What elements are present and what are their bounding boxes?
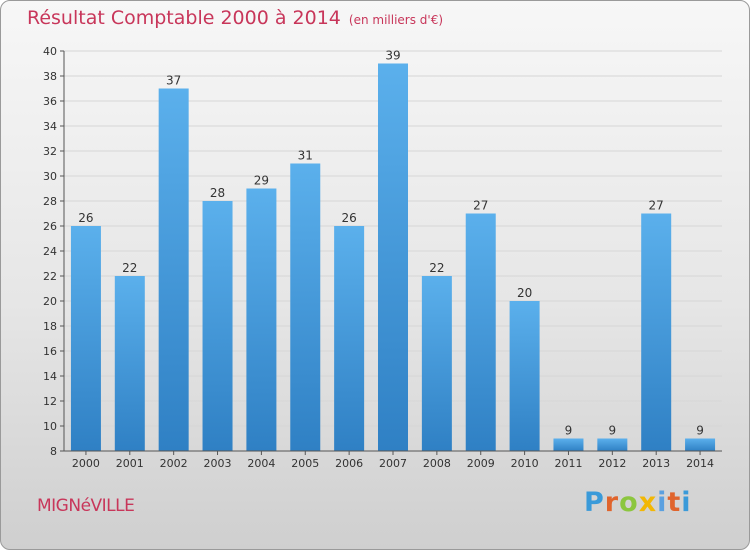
y-tick-label: 14 bbox=[43, 370, 57, 383]
commune-name: MIGNéVILLE bbox=[37, 496, 135, 516]
y-tick-label: 16 bbox=[43, 345, 57, 358]
x-tick-label: 2006 bbox=[335, 457, 363, 470]
bar-value-label: 39 bbox=[385, 49, 400, 63]
bar bbox=[685, 438, 716, 451]
x-tick-label: 2012 bbox=[598, 457, 626, 470]
chart-unit: (en milliers d'€) bbox=[348, 13, 444, 27]
x-tick-label: 2000 bbox=[72, 457, 100, 470]
proxiti-logo: Proxiti bbox=[584, 487, 692, 518]
x-tick-label: 2011 bbox=[554, 457, 582, 470]
bar bbox=[246, 188, 277, 451]
y-tick-label: 24 bbox=[43, 245, 57, 258]
bar bbox=[553, 438, 584, 451]
brand-letter: r bbox=[604, 487, 620, 518]
y-tick-label: 22 bbox=[43, 270, 57, 283]
brand-letter: i bbox=[681, 487, 692, 518]
brand-letter: x bbox=[638, 487, 658, 518]
bar-value-label: 20 bbox=[517, 286, 532, 300]
y-tick-label: 18 bbox=[43, 320, 57, 333]
bar-value-label: 27 bbox=[473, 199, 488, 213]
y-tick-label: 8 bbox=[50, 445, 57, 458]
bar-value-label: 22 bbox=[122, 261, 137, 275]
x-tick-label: 2010 bbox=[511, 457, 539, 470]
axes: 8 10 12 14 16 18 20 22 24 26 28 30 32 34 36 38 40 2000 200… bbox=[43, 45, 722, 470]
bar bbox=[334, 226, 365, 451]
y-tick-label: 36 bbox=[43, 95, 57, 108]
y-tick-label: 10 bbox=[43, 420, 57, 433]
brand-letter: P bbox=[584, 487, 605, 518]
chart-title: Résultat Comptable 2000 à 2014 bbox=[27, 7, 341, 29]
bars: 26 22 37 28 29 31 26 39 22 27 20 9 9 27 9 bbox=[70, 49, 716, 451]
bar bbox=[378, 63, 408, 451]
y-tick-label: 28 bbox=[43, 195, 57, 208]
x-tick-label: 2007 bbox=[379, 457, 407, 470]
bar-value-label: 31 bbox=[298, 149, 313, 163]
bar bbox=[641, 213, 672, 451]
bar bbox=[202, 201, 233, 451]
bar bbox=[70, 226, 101, 451]
brand-letter: i bbox=[657, 487, 668, 518]
bar-value-label: 26 bbox=[341, 211, 356, 225]
y-tick-label: 30 bbox=[43, 170, 57, 183]
y-tick-label: 26 bbox=[43, 220, 57, 233]
bar-value-label: 9 bbox=[696, 424, 704, 438]
y-tick-label: 34 bbox=[43, 120, 57, 133]
bar bbox=[290, 163, 321, 451]
brand-letter: o bbox=[619, 487, 639, 518]
bar bbox=[597, 438, 628, 451]
x-tick-label: 2002 bbox=[160, 457, 188, 470]
bar-value-label: 22 bbox=[429, 261, 444, 275]
bar-value-label: 9 bbox=[565, 424, 573, 438]
bar bbox=[114, 276, 145, 451]
y-tick-label: 40 bbox=[43, 45, 57, 58]
bar bbox=[465, 213, 496, 451]
x-tick-label: 2013 bbox=[642, 457, 670, 470]
x-tick-label: 2004 bbox=[247, 457, 275, 470]
bar-value-label: 37 bbox=[166, 74, 181, 88]
y-tick-label: 12 bbox=[43, 395, 57, 408]
bar bbox=[421, 276, 452, 451]
y-tick-label: 20 bbox=[43, 295, 57, 308]
x-tick-label: 2009 bbox=[467, 457, 495, 470]
bar bbox=[158, 88, 189, 451]
bar-value-label: 9 bbox=[609, 424, 617, 438]
bar-value-label: 29 bbox=[254, 174, 269, 188]
y-tick-label: 38 bbox=[43, 70, 57, 83]
bar-value-label: 28 bbox=[210, 186, 225, 200]
x-tick-label: 2008 bbox=[423, 457, 451, 470]
x-tick-label: 2014 bbox=[686, 457, 714, 470]
x-tick-label: 2005 bbox=[291, 457, 319, 470]
bar bbox=[509, 301, 540, 451]
chart-title-block: Résultat Comptable 2000 à 2014 (en millie… bbox=[27, 7, 443, 29]
brand-letter: t bbox=[667, 487, 682, 518]
bar-value-label: 27 bbox=[649, 199, 664, 213]
x-tick-label: 2003 bbox=[204, 457, 232, 470]
y-tick-label: 32 bbox=[43, 145, 57, 158]
bar-value-label: 26 bbox=[78, 211, 93, 225]
x-tick-label: 2001 bbox=[116, 457, 144, 470]
